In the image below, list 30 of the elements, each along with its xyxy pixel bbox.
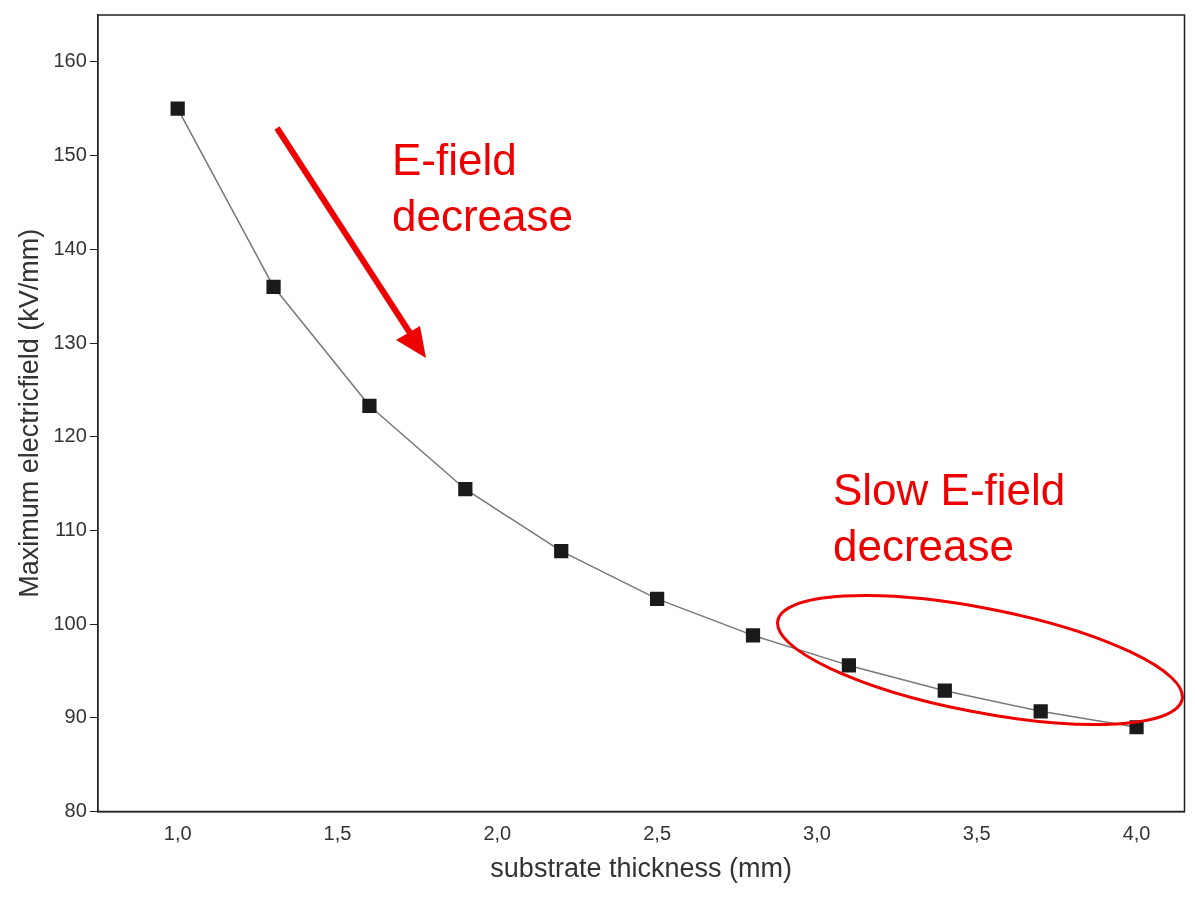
x-tick-label: 4,0 bbox=[1122, 822, 1151, 845]
y-tick-label: 100 bbox=[53, 611, 87, 634]
point bbox=[458, 482, 473, 497]
annotation: E-field decrease bbox=[392, 135, 574, 240]
x-tick-label: 1,5 bbox=[323, 822, 352, 845]
y-tick-label: 90 bbox=[64, 705, 87, 728]
point bbox=[841, 658, 857, 673]
x-tick-label: 1,0 bbox=[163, 822, 192, 845]
annotation: Slow E-field decrease bbox=[833, 465, 1066, 570]
y-tick-label: 140 bbox=[53, 236, 87, 259]
y-tick-label: 130 bbox=[53, 330, 87, 353]
point bbox=[266, 279, 281, 294]
y-tick-label: 150 bbox=[53, 143, 87, 166]
y-tick-label: 110 bbox=[54, 517, 87, 540]
point bbox=[745, 628, 761, 643]
y-tick-label: 80 bbox=[64, 799, 87, 822]
point bbox=[1033, 704, 1048, 719]
x-axis-title: substrate thickness (mm) bbox=[490, 853, 792, 884]
y-axis-title: Maximum electricfield (kV/mm) bbox=[13, 228, 44, 598]
y-tick-label: 160 bbox=[53, 49, 87, 72]
point bbox=[554, 543, 569, 559]
x-tick-label: 2,5 bbox=[643, 822, 672, 845]
x-tick-label: 3,5 bbox=[962, 822, 991, 845]
x-tick-label: 2,0 bbox=[483, 822, 512, 845]
point bbox=[937, 683, 952, 698]
point bbox=[362, 398, 377, 413]
y-tick-label: 120 bbox=[53, 424, 87, 447]
x-tick-label: 3,0 bbox=[803, 822, 831, 845]
point bbox=[650, 591, 665, 606]
point bbox=[170, 101, 185, 116]
